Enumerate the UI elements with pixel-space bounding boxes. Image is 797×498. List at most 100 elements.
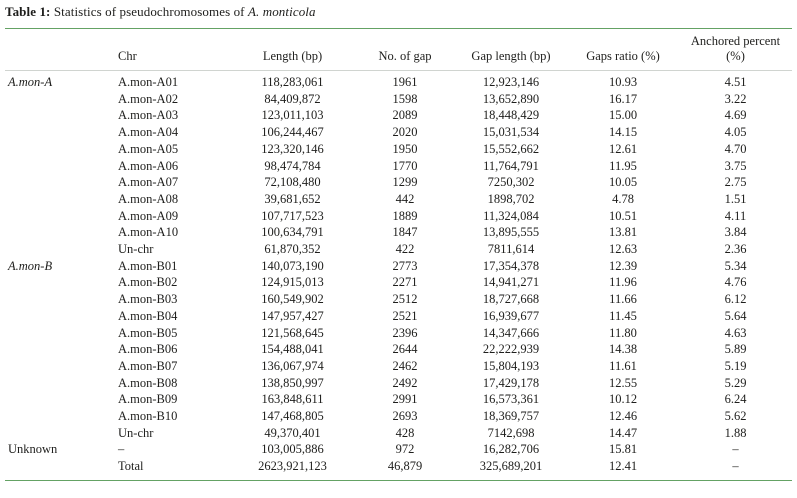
cell-group: A.mon-A <box>8 75 53 89</box>
cell-no-of-gap: 46,879 <box>387 459 423 474</box>
cell-group <box>5 174 115 191</box>
cell-group <box>5 274 115 291</box>
cell-group <box>5 241 115 258</box>
cell-no-of-gap: 1889 <box>392 208 418 223</box>
cell-gaps-ratio: 11.95 <box>609 158 637 173</box>
cell-gaps-ratio: 11.96 <box>609 275 637 290</box>
cell-no-of-gap: 2492 <box>392 375 418 390</box>
cell-gaps-ratio: 14.15 <box>608 125 638 140</box>
cell-gap-length: 22,222,939 <box>482 342 540 357</box>
cell-group <box>5 341 115 358</box>
cell-anchored-percent: 2.36 <box>724 242 747 257</box>
cell-chr: A.mon-B08 <box>118 375 178 390</box>
cell-gaps-ratio: 12.61 <box>608 141 638 156</box>
cell-anchored-percent: 5.29 <box>724 375 747 390</box>
cell-gaps-ratio: 12.55 <box>608 375 638 390</box>
cell-chr: A.mon-B07 <box>118 358 178 373</box>
statistics-table: Chr Length (bp) No. of gap Gap length (b… <box>5 28 792 481</box>
cell-gap-length: 7250,302 <box>487 175 535 190</box>
table-row: A.mon-B A.mon-B01 140,073,190 2773 17,354,37… <box>5 258 792 275</box>
cell-no-of-gap: 2020 <box>392 125 418 140</box>
cell-gaps-ratio: 11.61 <box>609 358 637 373</box>
cell-anchored-percent: 2.75 <box>724 175 747 190</box>
cell-chr: A.mon-A09 <box>118 208 179 223</box>
cell-length: 39,681,652 <box>264 191 321 206</box>
table-row: Unknown – 103,005,886 972 16,282,706 15.81 – <box>5 441 792 458</box>
cell-group <box>5 358 115 375</box>
cell-gap-length: 18,448,429 <box>482 108 540 123</box>
table-row: Un-chr 61,870,352 422 7811,614 12.63 2.36 <box>5 241 792 258</box>
table-row: A.mon-A10 100,634,791 1847 13,895,555 13.81 3… <box>5 224 792 241</box>
table-row: A.mon-A08 39,681,652 442 1898,702 4.78 1.51 <box>5 191 792 208</box>
cell-chr: A.mon-B09 <box>118 392 178 407</box>
cell-anchored-percent: 4.76 <box>724 275 747 290</box>
cell-gaps-ratio: 14.47 <box>608 425 638 440</box>
table-row: A.mon-B08 138,850,997 2492 17,429,178 12.55 5… <box>5 375 792 392</box>
species-name: A. monticola <box>247 4 316 19</box>
cell-chr: A.mon-B03 <box>118 292 178 307</box>
caption-text: Statistics of pseudochromosomes of <box>50 4 248 19</box>
table-row: Total 2623,921,123 46,879 325,689,201 12.41 – <box>5 458 792 480</box>
cell-chr: A.mon-A02 <box>118 91 179 106</box>
cell-gap-length: 13,652,890 <box>482 91 540 106</box>
cell-gaps-ratio: 12.39 <box>608 258 638 273</box>
cell-no-of-gap: 2693 <box>392 409 418 424</box>
table-row: A.mon-A07 72,108,480 1299 7250,302 10.05 2.75 <box>5 174 792 191</box>
cell-gap-length: 15,552,662 <box>482 141 540 156</box>
cell-group <box>5 408 115 425</box>
cell-no-of-gap: 2089 <box>392 108 418 123</box>
cell-length: 2623,921,123 <box>258 459 327 474</box>
cell-gap-length: 14,347,666 <box>482 325 540 340</box>
cell-no-of-gap: 1847 <box>392 225 418 240</box>
cell-gaps-ratio: 11.80 <box>609 325 637 340</box>
cell-anchored-percent: 6.12 <box>724 292 747 307</box>
cell-no-of-gap: 2773 <box>392 258 418 273</box>
cell-length: 49,370,401 <box>264 425 321 440</box>
cell-gaps-ratio: 15.00 <box>608 108 638 123</box>
cell-chr: A.mon-B05 <box>118 325 178 340</box>
cell-gaps-ratio: 14.38 <box>608 342 638 357</box>
cell-length: 121,568,645 <box>261 325 324 340</box>
cell-chr: A.mon-B04 <box>118 308 178 323</box>
cell-gap-length: 15,804,193 <box>482 358 540 373</box>
cell-chr: A.mon-A03 <box>118 108 179 123</box>
cell-no-of-gap: 422 <box>395 242 415 257</box>
table-row: A.mon-A04 106,244,467 2020 15,031,534 14.15 4… <box>5 124 792 141</box>
cell-anchored-percent: 5.62 <box>724 409 747 424</box>
column-header-no-of-gap: No. of gap <box>355 28 455 71</box>
cell-gap-length: 15,031,534 <box>482 125 540 140</box>
table-body: A.mon-A A.mon-A01 118,283,061 1961 12,923,14… <box>5 71 792 481</box>
cell-length: 118,283,061 <box>261 75 324 89</box>
cell-chr: Un-chr <box>118 242 154 257</box>
column-header-anchored-percent: Anchored percent (%) <box>679 28 792 71</box>
cell-length: 84,409,872 <box>264 91 321 106</box>
document-page: Table 1: Statistics of pseudochromosomes… <box>5 4 792 481</box>
cell-group <box>5 191 115 208</box>
column-header-gap-length: Gap length (bp) <box>455 28 567 71</box>
cell-no-of-gap: 2512 <box>392 292 418 307</box>
cell-no-of-gap: 442 <box>395 191 415 206</box>
cell-length: 124,915,013 <box>261 275 324 290</box>
cell-anchored-percent: 3.84 <box>724 225 747 240</box>
cell-chr: A.mon-A07 <box>118 175 179 190</box>
cell-no-of-gap: 2644 <box>392 342 418 357</box>
cell-gap-length: 16,939,677 <box>482 308 540 323</box>
cell-length: 98,474,784 <box>264 158 321 173</box>
cell-gaps-ratio: 12.63 <box>608 242 638 257</box>
cell-gap-length: 18,727,668 <box>482 292 540 307</box>
cell-gap-length: 16,282,706 <box>482 442 540 457</box>
cell-no-of-gap: 1598 <box>392 91 418 106</box>
cell-chr: A.mon-A04 <box>118 125 179 140</box>
table-row: A.mon-A05 123,320,146 1950 15,552,662 12.61 4… <box>5 141 792 158</box>
cell-anchored-percent: 3.75 <box>724 158 747 173</box>
cell-chr: A.mon-B02 <box>118 275 178 290</box>
cell-group <box>5 291 115 308</box>
table-header: Chr Length (bp) No. of gap Gap length (b… <box>5 28 792 71</box>
cell-gap-length: 11,764,791 <box>483 158 539 173</box>
cell-chr: Un-chr <box>118 425 154 440</box>
cell-chr: A.mon-A01 <box>118 75 179 89</box>
cell-anchored-percent: – <box>732 459 739 474</box>
cell-anchored-percent: 5.34 <box>724 258 747 273</box>
cell-gaps-ratio: 15.81 <box>608 442 638 457</box>
cell-gap-length: 16,573,361 <box>482 392 540 407</box>
